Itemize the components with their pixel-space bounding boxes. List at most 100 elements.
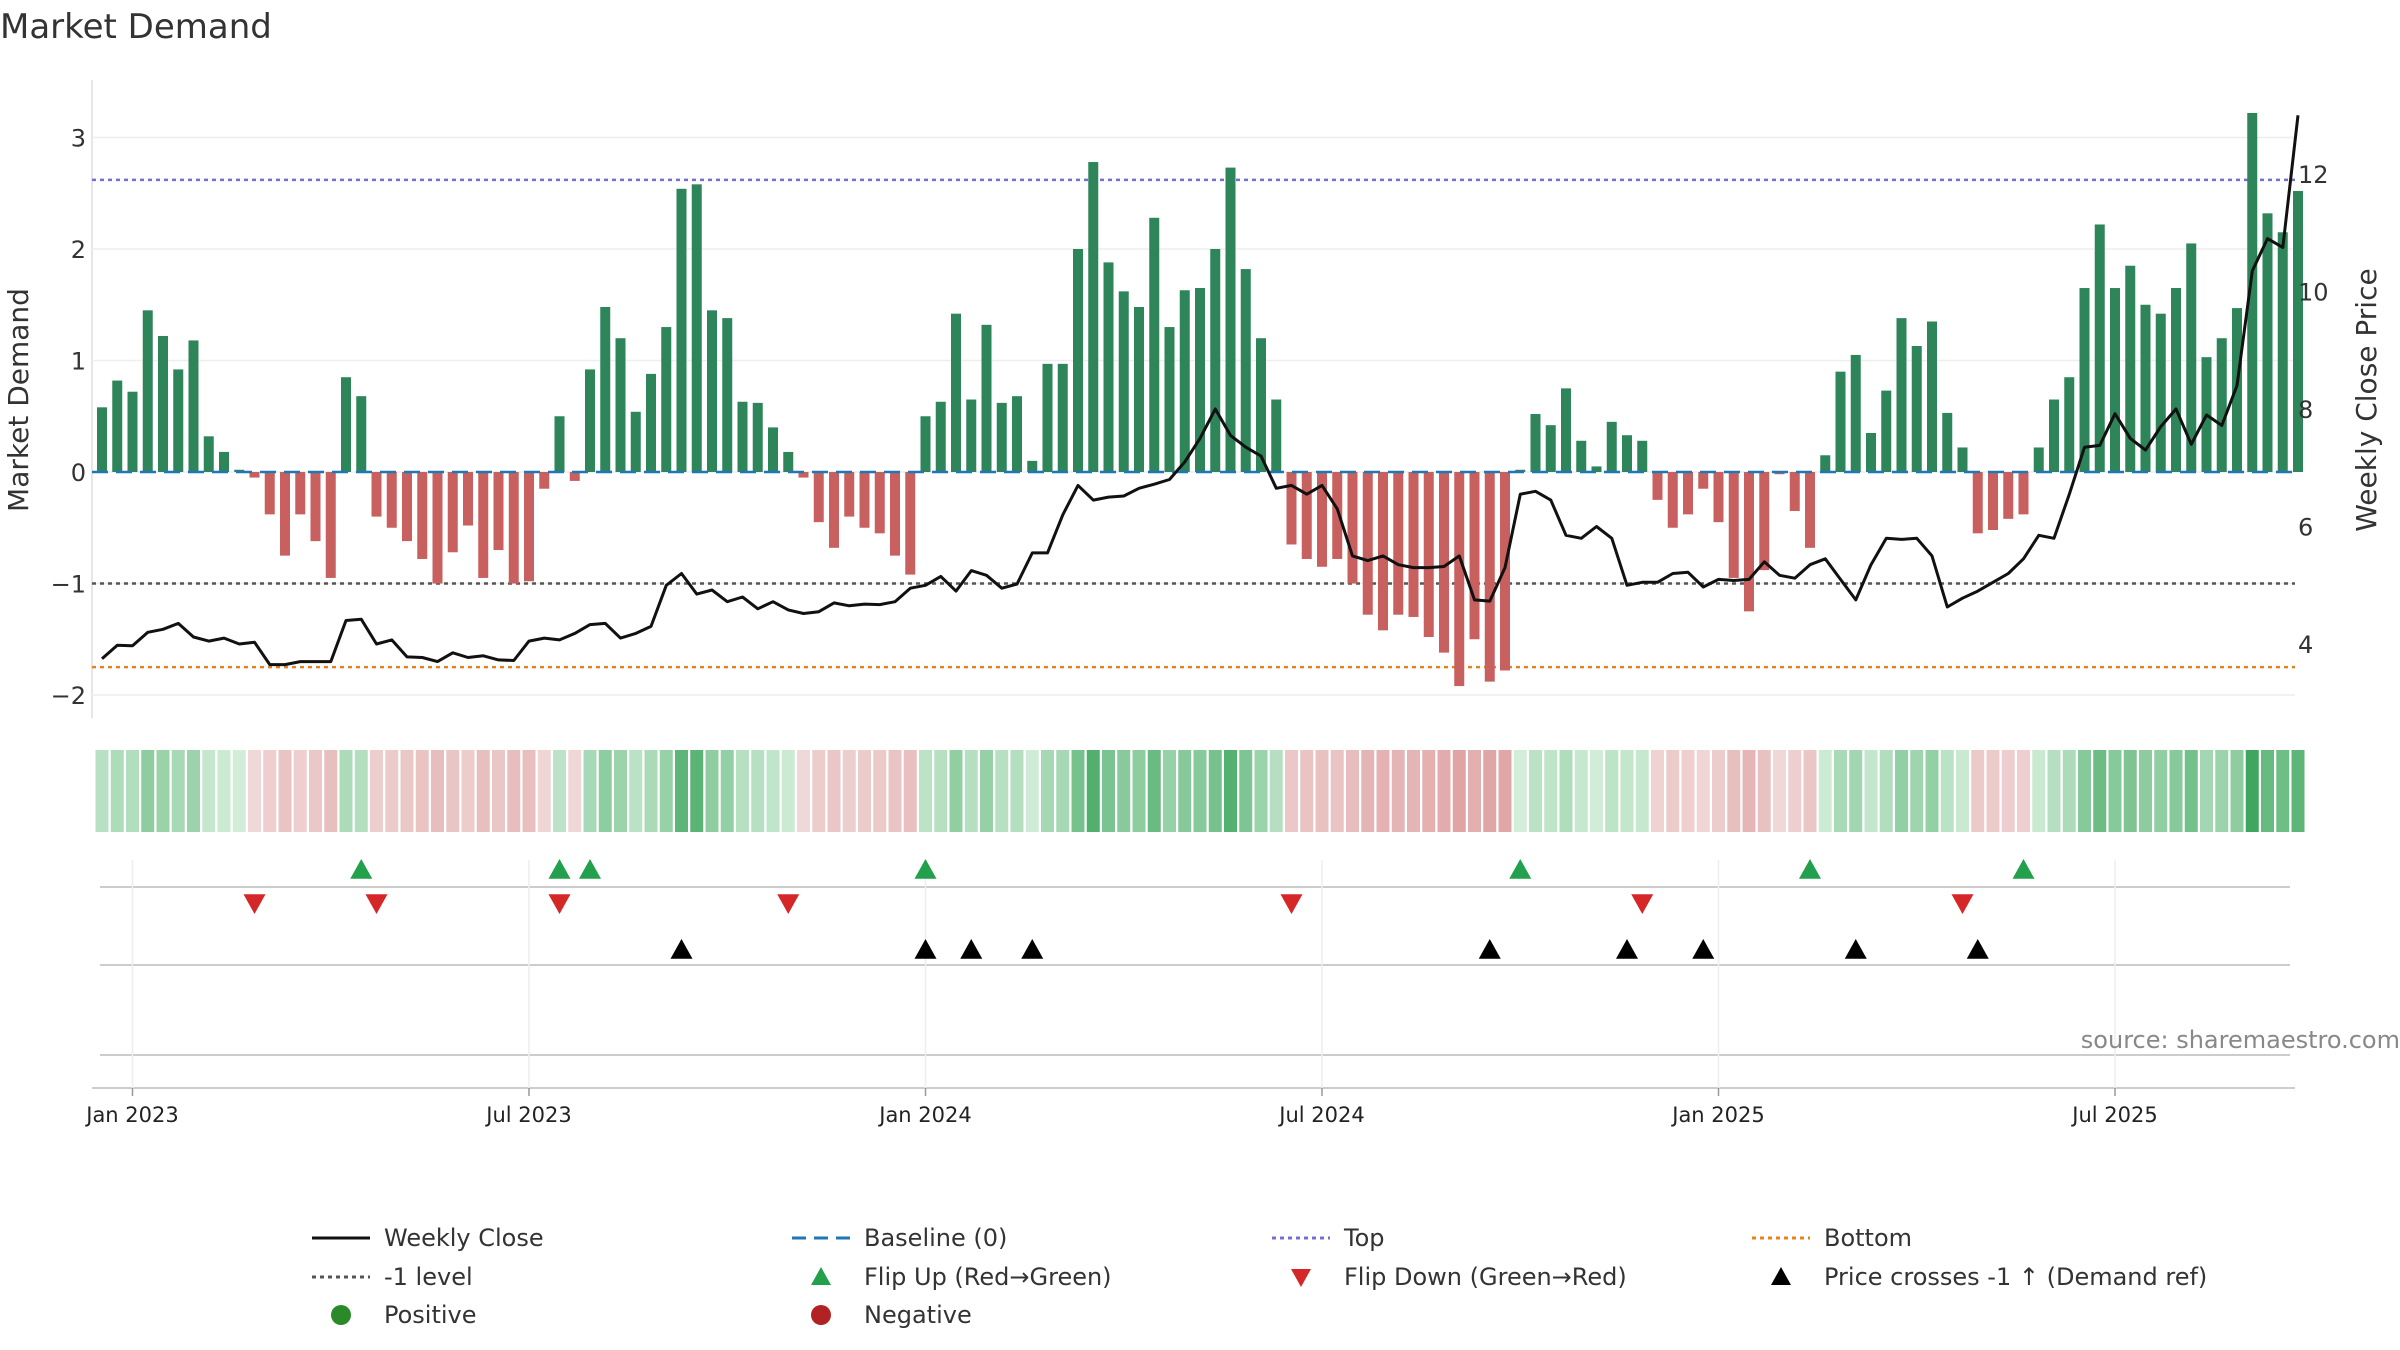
demand-strip-cell: [858, 750, 871, 832]
demand-strip-cell: [1544, 750, 1558, 832]
demand-bar-positive: [661, 327, 672, 472]
demand-strip-cell: [1422, 750, 1436, 832]
demand-strip-cell: [1498, 750, 1512, 832]
y-left-tick-label: −2: [51, 682, 86, 710]
demand-bar-negative: [264, 472, 275, 515]
demand-strip-cell: [126, 750, 139, 832]
demand-strip-cell: [1208, 750, 1222, 832]
demand-bar-positive: [737, 401, 748, 472]
demand-strip-cell: [1971, 750, 1985, 832]
demand-strip-cell: [217, 750, 231, 832]
flip-down-marker: [1951, 894, 1974, 914]
demand-strip-cell: [1056, 750, 1070, 832]
y-right-tick-label: 6: [2298, 514, 2313, 542]
flip-up-marker: [1509, 859, 1532, 879]
demand-strip-cell: [1452, 750, 1466, 832]
demand-strip-cell: [827, 750, 841, 832]
demand-bar-positive: [752, 402, 763, 472]
demand-bar-positive: [1545, 425, 1556, 472]
legend-item: Positive: [331, 1301, 477, 1329]
demand-bar-positive: [1012, 396, 1022, 472]
demand-strip-cell: [1895, 750, 1908, 832]
demand-strip-cell: [797, 750, 810, 832]
y-left-tick-label: 3: [71, 125, 86, 153]
demand-strip-cell: [736, 750, 749, 832]
demand-strip-cell: [1025, 750, 1039, 832]
legend-label: Weekly Close: [384, 1224, 544, 1252]
demand-bar-negative: [402, 472, 412, 542]
demand-bar-positive: [1271, 399, 1282, 472]
demand-bar-negative: [508, 472, 519, 584]
legend-triangle-up-swatch: [1771, 1267, 1791, 1285]
demand-strip-cell: [659, 750, 673, 832]
demand-strip-cell: [2108, 750, 2122, 832]
demand-strip-cell: [675, 750, 688, 832]
demand-strip-cell: [1925, 750, 1939, 832]
flip-up-marker: [548, 859, 571, 879]
y-left-tick-label: −1: [51, 571, 86, 599]
flip-down-marker: [1631, 894, 1654, 914]
demand-bar-positive: [1256, 338, 1266, 472]
demand-bar-positive: [2155, 313, 2166, 472]
demand-strip-cell: [2093, 750, 2107, 832]
demand-strip-cell: [1879, 750, 1893, 832]
demand-bar-negative: [1301, 472, 1312, 559]
demand-bar-positive: [1210, 249, 1221, 472]
demand-bar-positive: [935, 401, 946, 472]
demand-bar-negative: [844, 472, 855, 517]
demand-strip-cell: [507, 750, 521, 832]
flip-down-marker: [548, 894, 571, 914]
legend-item: -1 level: [312, 1263, 473, 1291]
demand-strip-cell: [354, 750, 368, 832]
demand-bar-negative: [478, 472, 489, 578]
demand-bar-negative: [1667, 472, 1678, 528]
demand-bar-negative: [1469, 472, 1480, 640]
legend-label: -1 level: [384, 1263, 473, 1291]
demand-strip-cell: [1391, 750, 1405, 832]
x-tick-label: Jan 2025: [1670, 1103, 1765, 1127]
demand-strip-cell: [766, 750, 780, 832]
flip-down-marker: [1280, 894, 1303, 914]
demand-bar-negative: [1805, 472, 1815, 548]
x-tick-label: Jul 2023: [484, 1103, 571, 1127]
demand-strip-cell: [1346, 750, 1359, 832]
flip-down-marker: [243, 894, 266, 914]
demand-strip-cell: [1330, 750, 1344, 832]
weekly-close-line: [101, 115, 2300, 667]
demand-bar-negative: [310, 472, 321, 542]
demand-bar-positive: [1850, 354, 1861, 472]
price-cross-marker: [1966, 939, 1989, 959]
demand-strip-cell: [614, 750, 627, 832]
x-tick-label: Jan 2024: [877, 1103, 972, 1127]
demand-strip-cell: [1529, 750, 1542, 832]
legend-label: Flip Down (Green→Red): [1344, 1263, 1627, 1291]
demand-bar-positive: [2110, 288, 2120, 472]
demand-bar-negative: [249, 472, 260, 478]
demand-strip-cell: [1269, 750, 1283, 832]
demand-strip-cell: [1910, 750, 1924, 832]
demand-strip-cell: [1102, 750, 1115, 832]
demand-strip-cell: [110, 750, 124, 832]
demand-bar-positive: [341, 377, 351, 472]
demand-strip-cell: [751, 750, 765, 832]
demand-strip-cell: [644, 750, 658, 832]
demand-bar-negative: [1439, 472, 1449, 653]
demand-strip-cell: [1559, 750, 1573, 832]
demand-strip-cell: [568, 750, 582, 832]
demand-strip-cell: [522, 750, 536, 832]
price-cross-marker: [670, 939, 693, 959]
demand-bar-positive: [1134, 306, 1144, 472]
demand-strip-cell: [873, 750, 887, 832]
demand-bar-negative: [432, 472, 443, 584]
demand-strip-cell: [1147, 750, 1161, 832]
demand-strip-cell: [1285, 750, 1298, 832]
demand-strip-cell: [2291, 750, 2305, 832]
demand-bar-positive: [1835, 371, 1846, 472]
demand-strip-cell: [1163, 750, 1176, 832]
demand-bar-positive: [1911, 346, 1922, 472]
demand-strip-cell: [1956, 750, 1969, 832]
demand-bar-negative: [1378, 472, 1388, 631]
demand-bar-negative: [1972, 472, 1983, 534]
demand-bar-positive: [996, 402, 1007, 472]
legend-item: Flip Down (Green→Red): [1291, 1263, 1627, 1291]
